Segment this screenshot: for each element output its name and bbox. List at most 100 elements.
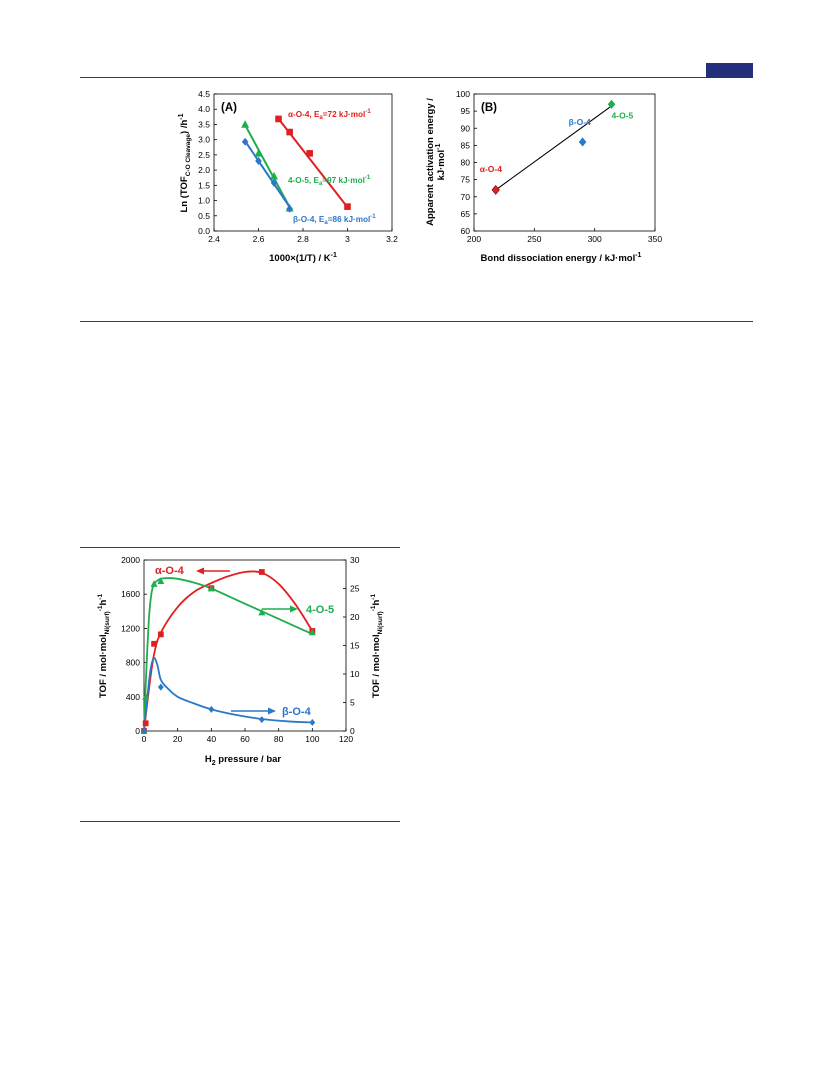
x-tick-label: 40 <box>207 734 217 744</box>
4-o-5-point <box>150 580 158 587</box>
alpha-o-4-point <box>344 203 351 210</box>
panel-b-y-tick-label: 80 <box>461 158 471 168</box>
panel-a-y-tick-label: 0.0 <box>198 226 210 236</box>
beta-o-4-point <box>270 178 278 187</box>
4-o-5-series-label: 4-O-5 <box>306 604 334 616</box>
chart-frame <box>143 559 347 732</box>
right-y-tick-label: 15 <box>350 641 360 651</box>
panel-a-y-tick-label: 3.5 <box>198 119 210 129</box>
panel-b-x-axis-label: Bond dissociation energy / kJ·mol-1 <box>481 252 642 264</box>
panel-a-x-tick-label: 3.2 <box>386 234 398 244</box>
x-axis-label: H2 pressure / bar <box>205 754 282 767</box>
series-arrows <box>196 567 298 715</box>
panel-b-point <box>607 99 616 109</box>
alpha-o-4-curve <box>143 570 314 732</box>
panel-a-y-axis-label: Ln (TOFC-O Cleavage) /h-1 <box>178 113 192 212</box>
panel-b-y-tick-label: 70 <box>461 192 471 202</box>
figure2-bottom-rule <box>80 821 400 822</box>
figure-activation-energy: (A) 2.4 2.6 2.8 3 3.2 0.0 0.5 1.0 1.5 2.0 2.5 3.0 3… <box>178 89 662 264</box>
panel-a-y-tick-label: 3.0 <box>198 135 210 145</box>
beta-o-4-fit-line <box>244 140 293 211</box>
alpha-o-4-point <box>306 150 313 157</box>
left-y-tick-label: 0 <box>135 726 140 736</box>
left-y-tick-label: 800 <box>126 658 140 668</box>
right-y-tick-label: 20 <box>350 612 360 622</box>
panel-b-y-axis-label-line1: Apparent activation energy / <box>425 98 436 226</box>
panel-a-y-tick-label: 4.0 <box>198 104 210 114</box>
panel-b-point <box>491 185 500 195</box>
4-o-5-point <box>157 577 165 584</box>
x-tick-label: 0 <box>142 734 147 744</box>
4-o-5-point <box>142 693 150 700</box>
4-o-5-point <box>308 628 316 636</box>
left-y-tick-label: 400 <box>126 692 140 702</box>
alpha-o-4-point <box>275 115 282 123</box>
panel-b-x-tick-label: 350 <box>648 234 662 244</box>
panel-a-y-tick-label: 0.5 <box>198 211 210 221</box>
alpha-o-4-point <box>157 631 164 638</box>
figure-pressure-effect: 0 20 40 60 80 100 120 0 400 800 1200 1600 2000 0 5 10… <box>97 555 384 767</box>
4-o-5-point <box>207 584 215 592</box>
figure1-bottom-rule <box>80 321 753 322</box>
header-rule <box>80 77 753 78</box>
panel-b-y-tick-label: 90 <box>461 123 471 133</box>
beta-o-4-point <box>255 157 262 165</box>
panel-b-x-tick-label: 250 <box>527 234 541 244</box>
header-tab <box>706 63 753 78</box>
panel-b: (B) 200 250 300 350 60 65 70 75 80 85 90 95 100 α-O… <box>425 89 662 264</box>
beta-o-4-point <box>309 718 316 726</box>
beta-o-4-point <box>286 204 293 213</box>
alpha-o-4-point <box>258 569 265 575</box>
alpha-o-4-point <box>142 720 149 727</box>
4-o-5-point <box>270 171 279 180</box>
4-o-5-label: 4-O-5, Ea=97 kJ·mol-1 <box>288 175 371 187</box>
alpha-o-4-arrowhead <box>196 567 204 575</box>
panel-b-y-tick-label: 85 <box>461 140 471 150</box>
panel-b-point <box>578 137 587 147</box>
beta-o-4-arrowhead <box>268 707 276 715</box>
panel-b-point-label: 4-O-5 <box>612 110 634 120</box>
left-y-axis-label: TOF / mol·molNi(surf)-1h-1 <box>97 594 111 699</box>
alpha-o-4-label: α-O-4, Ea=72 kJ·mol-1 <box>288 109 371 121</box>
panel-b-point-label: β-O-4 <box>569 117 591 127</box>
right-y-tick-label: 25 <box>350 584 360 594</box>
panel-a-x-tick-label: 2.6 <box>253 234 265 244</box>
panel-b-y-tick-label: 100 <box>456 89 470 99</box>
left-y-tick-label: 1600 <box>121 589 140 599</box>
panel-b-label: (B) <box>481 102 497 114</box>
alpha-o-4-point <box>151 640 157 647</box>
panel-a-y-tick-label: 2.5 <box>198 150 210 160</box>
figure2-top-rule <box>80 547 400 548</box>
panel-b-x-tick-label: 200 <box>467 234 481 244</box>
right-y-tick-label: 0 <box>350 726 355 736</box>
right-y-tick-label: 30 <box>350 555 360 565</box>
panel-b-y-tick-label: 60 <box>461 226 471 236</box>
4-o-5-point <box>254 149 263 157</box>
panel-b-y-tick-label: 75 <box>461 175 471 185</box>
beta-o-4-curve <box>143 657 313 732</box>
beta-o-4-series-label: β-O-4 <box>282 706 312 718</box>
4-o-5-point <box>258 608 266 616</box>
4-o-5-fit-line <box>244 124 293 212</box>
right-y-axis-label: TOF / mol·molNi(surf)-1h-1 <box>370 594 384 699</box>
beta-o-4-point <box>258 716 265 724</box>
panel-b-point-outline <box>491 184 500 195</box>
alpha-o-4-series-label: α-O-4 <box>155 565 185 577</box>
panel-a-y-tick-label: 1.0 <box>198 196 210 206</box>
x-tick-label: 20 <box>173 734 183 744</box>
panel-b-x-tick-label: 300 <box>588 234 602 244</box>
panel-b-y-axis-label-line2: kJ·mol-1 <box>435 143 447 180</box>
panel-b-fit-line <box>495 105 612 191</box>
4-o-5-arrowhead <box>290 605 298 613</box>
panel-a-x-tick-label: 2.4 <box>208 234 220 244</box>
beta-o-4-point <box>141 727 147 735</box>
panel-a-x-tick-label: 3 <box>345 234 350 244</box>
right-y-tick-label: 10 <box>350 669 360 679</box>
panel-b-y-tick-label: 65 <box>461 209 471 219</box>
left-y-tick-label: 2000 <box>121 555 140 565</box>
alpha-o-4-point <box>286 128 293 136</box>
panel-a-y-tick-label: 1.5 <box>198 180 210 190</box>
panel-a-x-axis-label: 1000×(1/T) / K-1 <box>269 252 337 264</box>
panel-b-y-tick-label: 95 <box>461 106 471 116</box>
panel-a-label: (A) <box>221 102 237 114</box>
